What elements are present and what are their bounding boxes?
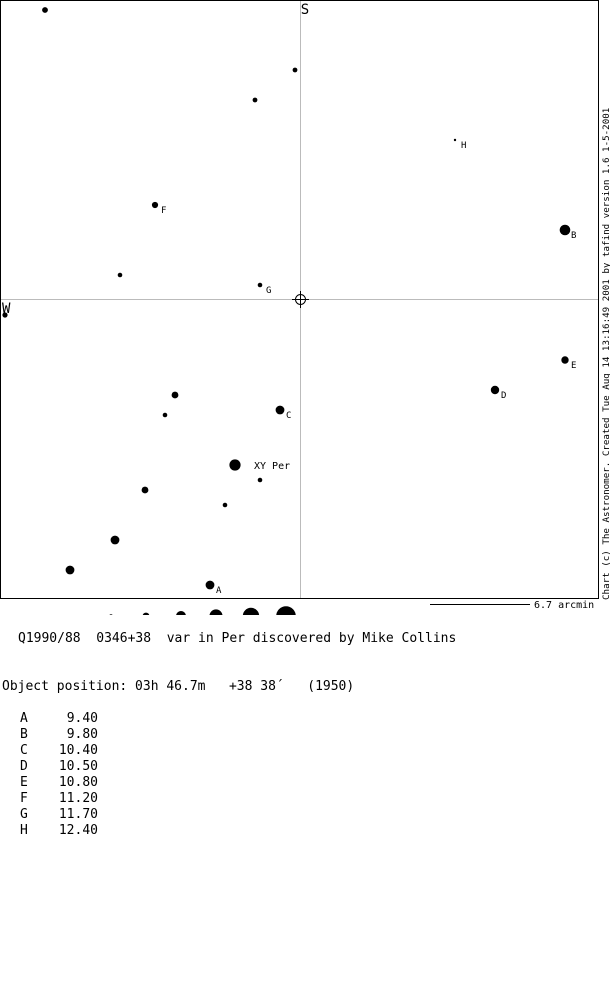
object-position: Object position: 03h 46.7m +38 38´ (1950… [2,679,355,694]
north-label: S [301,2,309,18]
star-9 [561,356,569,364]
comparison-star-row: H 12.40 [20,823,98,839]
comparison-star-label: E [20,775,28,790]
legend-mark-8 [242,607,260,615]
star-4 [151,201,159,209]
star-0 [42,7,48,13]
comparison-star-label: F [20,791,28,806]
comparison-star-row: F 11.20 [20,791,98,807]
star-16 [141,486,149,494]
star-8 [2,312,8,318]
legend-mark-10 [176,611,186,615]
comparison-star-label: B [20,727,28,742]
target-label: XY Per [254,461,290,472]
star-17 [222,502,228,508]
comparison-star-label: C [20,743,28,758]
comparison-star-label: D [20,759,28,774]
star-10 [490,385,500,395]
star-3 [453,138,457,142]
star-18 [110,535,120,545]
star-label-D: D [501,391,506,401]
star-20 [205,580,215,590]
comparison-star-magnitude: 10.50 [58,759,98,774]
star-label-G: G [266,286,271,296]
comparison-star-magnitude: 12.40 [58,823,98,838]
star-label-C: C [286,411,291,421]
scale-label: 6.7 arcmin [534,600,594,611]
legend-mark-9 [209,609,223,615]
comparison-star-label: A [20,711,28,726]
comparison-star-row: G 11.70 [20,807,98,823]
center-reticle [292,291,309,308]
star-19 [65,565,75,575]
legend-mark-11 [142,612,150,615]
chart-credit: Chart (c) The Astronomer. Created Tue Au… [601,108,610,600]
comparison-star-magnitude: 10.80 [58,775,98,790]
star-7 [257,282,263,288]
star-label-A: A [216,586,222,596]
comparison-star-row: C 10.40 [20,743,98,759]
star-field: H F B G E D C XY Per A [2,7,576,596]
comparison-star-magnitude: 11.70 [58,807,98,822]
object-title: Q1990/88 0346+38 var in Per discovered b… [18,631,457,646]
west-label: W [2,301,11,317]
comparison-star-magnitude: 9.40 [66,711,98,726]
star-15 [257,477,263,483]
star-6 [117,272,123,278]
star-1 [292,67,298,73]
star-label-B: B [571,231,576,241]
legend-mark-12 [109,614,113,615]
comparison-star-row: E 10.80 [20,775,98,791]
magnitude-legend: 151413121110987 [109,606,296,615]
star-2 [252,97,258,103]
comparison-star-row: A 9.40 [20,711,98,727]
star-label-F: F [161,206,166,216]
star-label-H: H [461,141,466,151]
target-star [229,459,241,471]
star-13 [162,412,168,418]
comparison-star-magnitude: 10.40 [58,743,98,758]
star-label-E: E [571,361,576,371]
finder-chart: S W H F B G E D C XY Per A 151413121110987 6.7 a… [0,0,610,615]
star-11 [171,391,179,399]
comparison-star-list: A 9.40 B 9.80 C 10.40 D 10.50 E 10.80 F 11.20 G 11.70… [20,711,98,839]
comparison-star-magnitude: 9.80 [66,727,98,742]
comparison-star-row: B 9.80 [20,727,98,743]
comparison-star-label: H [20,823,28,838]
comparison-star-row: D 10.50 [20,759,98,775]
star-12 [275,405,285,415]
comparison-star-label: G [20,807,28,822]
legend-mark-7 [276,606,296,615]
comparison-star-magnitude: 11.20 [58,791,98,806]
star-5 [559,224,571,236]
